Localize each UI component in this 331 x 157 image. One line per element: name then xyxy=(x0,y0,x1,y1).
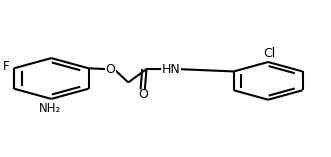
Text: F: F xyxy=(2,60,9,73)
Text: O: O xyxy=(105,63,115,76)
Text: HN: HN xyxy=(162,63,181,76)
Text: O: O xyxy=(138,88,148,101)
Text: Cl: Cl xyxy=(263,47,276,60)
Text: NH₂: NH₂ xyxy=(38,102,61,114)
